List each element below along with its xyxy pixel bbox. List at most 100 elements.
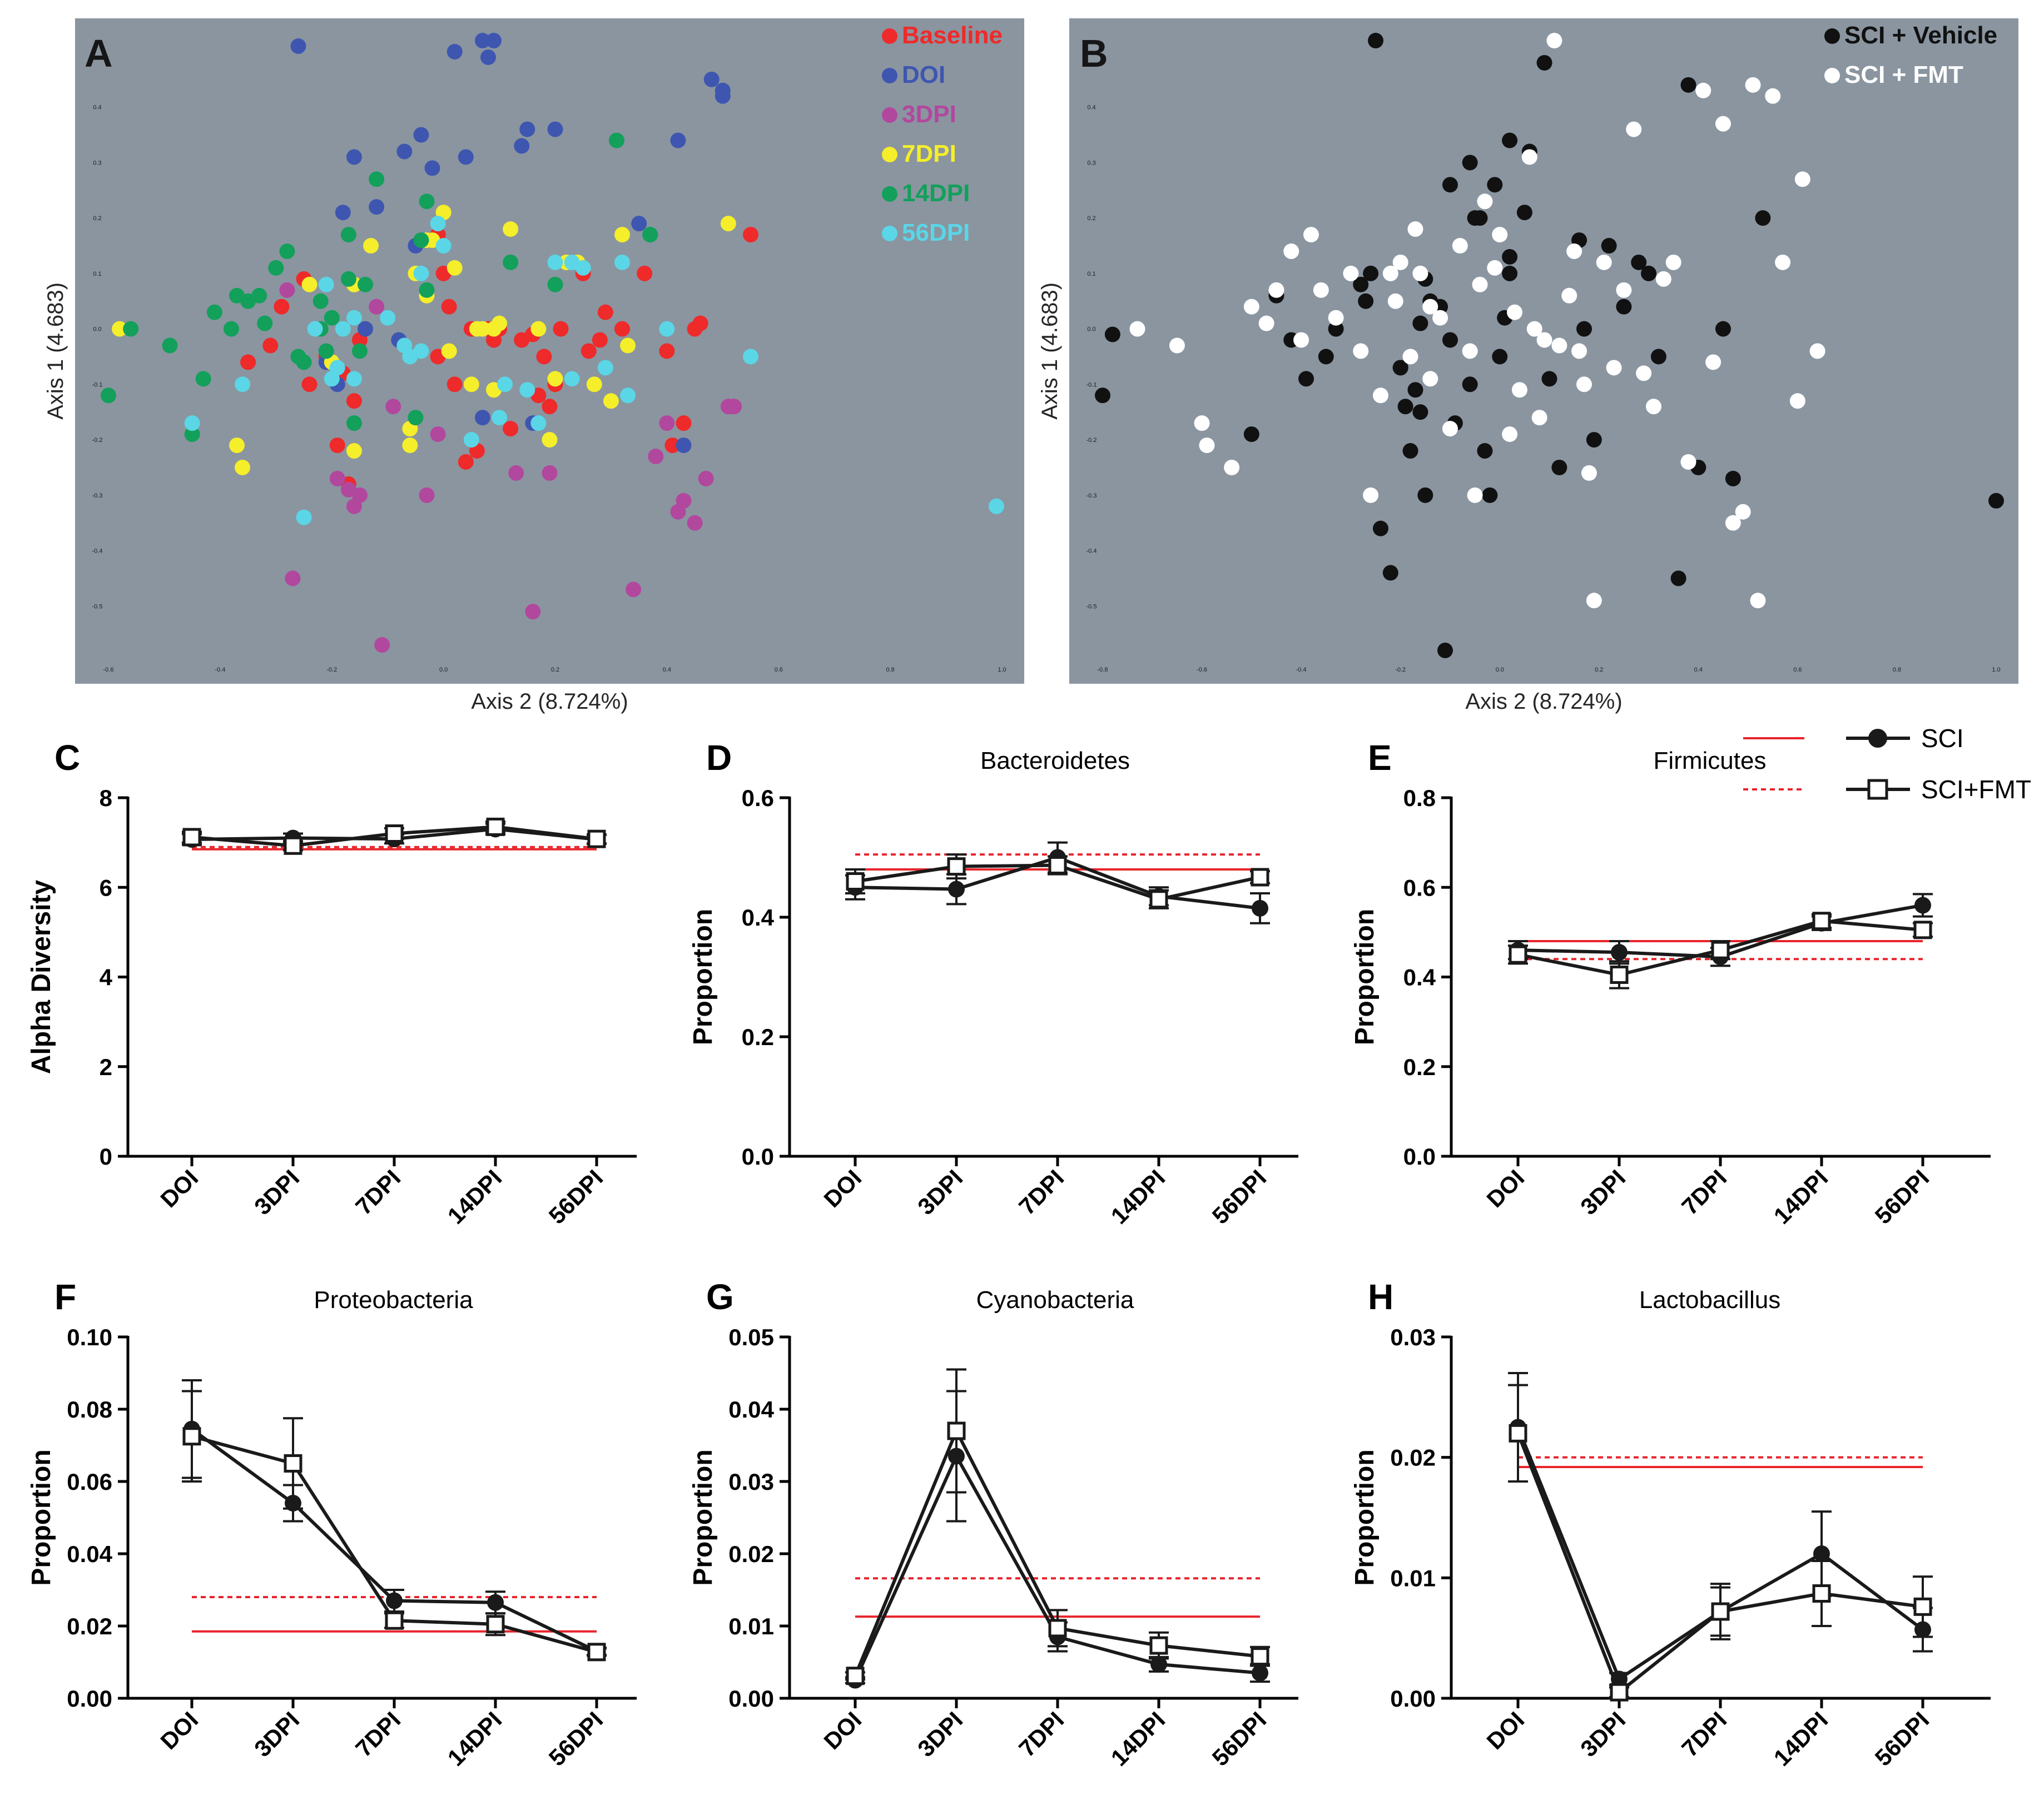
data-point bbox=[614, 321, 631, 337]
panel-letter: D bbox=[706, 738, 732, 778]
data-point bbox=[396, 143, 413, 160]
y-tick-label: -0.1 bbox=[1087, 381, 1097, 388]
panel-E: 0.0 0.2 0.4 0.6 0.8 DOI 3DPI 7DPI 14DPI 56DPI E Fir… bbox=[1350, 738, 1991, 1229]
panel-letter: F bbox=[54, 1277, 76, 1317]
panel-letter: E bbox=[1368, 738, 1392, 778]
x-tick-label: 56DPI bbox=[1870, 1165, 1934, 1229]
x-tick-label: -0.4 bbox=[215, 667, 225, 673]
legend-label: 7DPI bbox=[902, 140, 956, 167]
data-point bbox=[1650, 349, 1666, 365]
data-point bbox=[274, 299, 290, 315]
data-point bbox=[1194, 415, 1210, 431]
data-point bbox=[358, 321, 374, 337]
data-point bbox=[1432, 310, 1448, 326]
data-point bbox=[698, 470, 714, 486]
data-point bbox=[1382, 565, 1398, 581]
data-point bbox=[692, 315, 708, 331]
data-point bbox=[1492, 227, 1508, 243]
y-tick-label: 0.2 bbox=[742, 1024, 774, 1050]
y-tick-label: 0.3 bbox=[1087, 160, 1095, 166]
panel-G: 0.00 0.01 0.02 0.03 0.04 0.05 DOI 3DPI 7DPI 14DPI… bbox=[688, 1277, 1298, 1771]
data-point bbox=[1586, 432, 1602, 448]
data-point bbox=[1472, 210, 1488, 226]
data-point bbox=[703, 71, 720, 87]
data-point bbox=[1616, 282, 1632, 298]
series-sci-fmt bbox=[1129, 33, 1825, 609]
x-tick-label: 1.0 bbox=[998, 667, 1006, 673]
series-sci-fmt bbox=[182, 817, 607, 855]
data-point bbox=[469, 321, 485, 337]
data-point bbox=[112, 321, 128, 337]
data-point bbox=[223, 321, 239, 337]
data-point bbox=[1328, 321, 1344, 337]
data-point bbox=[1243, 426, 1259, 442]
data-point bbox=[637, 265, 653, 281]
x-tick-label: 0.6 bbox=[1793, 667, 1802, 673]
data-point bbox=[608, 132, 624, 148]
data-point-square bbox=[846, 1667, 865, 1685]
legend-label: 14DPI bbox=[902, 180, 970, 207]
panel-D: 0.0 0.2 0.4 0.6 DOI 3DPI 7DPI 14DPI 56DPI D Bacter… bbox=[688, 738, 1298, 1229]
data-point bbox=[340, 227, 356, 243]
data-point bbox=[1258, 315, 1274, 331]
data-point bbox=[988, 498, 1004, 514]
data-point bbox=[603, 393, 619, 409]
x-tick-label: 1.0 bbox=[1992, 667, 2000, 673]
y-tick-label: -0.2 bbox=[92, 437, 103, 444]
y-axis-label: Proportion bbox=[688, 1449, 718, 1585]
x-axis-label: Axis 2 (8.724%) bbox=[1465, 689, 1622, 714]
data-point bbox=[1502, 426, 1518, 442]
data-point bbox=[1293, 332, 1309, 348]
data-point bbox=[626, 581, 642, 598]
data-point bbox=[492, 410, 508, 426]
data-point bbox=[1382, 265, 1398, 281]
data-point bbox=[1442, 421, 1458, 437]
data-point bbox=[1363, 487, 1379, 503]
x-tick-label: 7DPI bbox=[1014, 1165, 1069, 1220]
data-point bbox=[581, 343, 597, 359]
y-axis-label: Axis 1 (4.683) bbox=[1038, 282, 1062, 420]
data-point-circle bbox=[1611, 944, 1628, 961]
data-point bbox=[235, 376, 251, 392]
x-tick-label: 14DPI bbox=[443, 1165, 507, 1229]
chart-title: Cyanobacteria bbox=[976, 1286, 1134, 1314]
data-point-square bbox=[1812, 1584, 1831, 1603]
data-point-square bbox=[1048, 856, 1067, 874]
data-point-square bbox=[587, 829, 606, 848]
x-tick-label: DOI bbox=[818, 1707, 866, 1754]
data-point bbox=[346, 149, 362, 165]
data-point bbox=[1561, 287, 1577, 304]
data-point bbox=[441, 299, 457, 315]
data-point bbox=[1670, 570, 1686, 586]
y-tick-label: 6 bbox=[100, 874, 112, 901]
legend-marker bbox=[882, 186, 897, 202]
data-point bbox=[1303, 227, 1319, 243]
y-tick-label: 0.06 bbox=[67, 1469, 112, 1495]
x-tick-label: 0.4 bbox=[663, 667, 671, 673]
data-point bbox=[340, 271, 356, 287]
data-point bbox=[1606, 360, 1622, 376]
data-point-square bbox=[1913, 921, 1932, 939]
y-tick-label: -0.1 bbox=[92, 381, 103, 388]
data-point-square bbox=[1610, 1683, 1629, 1702]
legend-label-sci: SCI bbox=[1921, 724, 1964, 753]
data-point bbox=[1407, 221, 1423, 237]
data-point bbox=[1705, 354, 1721, 370]
y-axis-label: Proportion bbox=[27, 1449, 56, 1585]
data-point bbox=[385, 399, 401, 415]
data-point bbox=[235, 459, 251, 475]
data-point bbox=[184, 415, 200, 431]
data-point bbox=[329, 470, 345, 486]
legend-label: 3DPI bbox=[902, 101, 956, 128]
series-sci bbox=[1508, 1372, 1933, 1688]
data-point bbox=[123, 321, 139, 337]
y-tick-label: 0.6 bbox=[1403, 874, 1436, 901]
data-point-circle bbox=[1252, 899, 1268, 917]
y-tick-label: 0.3 bbox=[93, 160, 101, 166]
data-point bbox=[1412, 265, 1428, 281]
data-point-square bbox=[486, 1615, 505, 1634]
data-point bbox=[408, 410, 424, 426]
plot-background bbox=[1069, 18, 2018, 684]
data-point bbox=[508, 465, 524, 481]
y-tick-label: -0.3 bbox=[1087, 493, 1097, 499]
